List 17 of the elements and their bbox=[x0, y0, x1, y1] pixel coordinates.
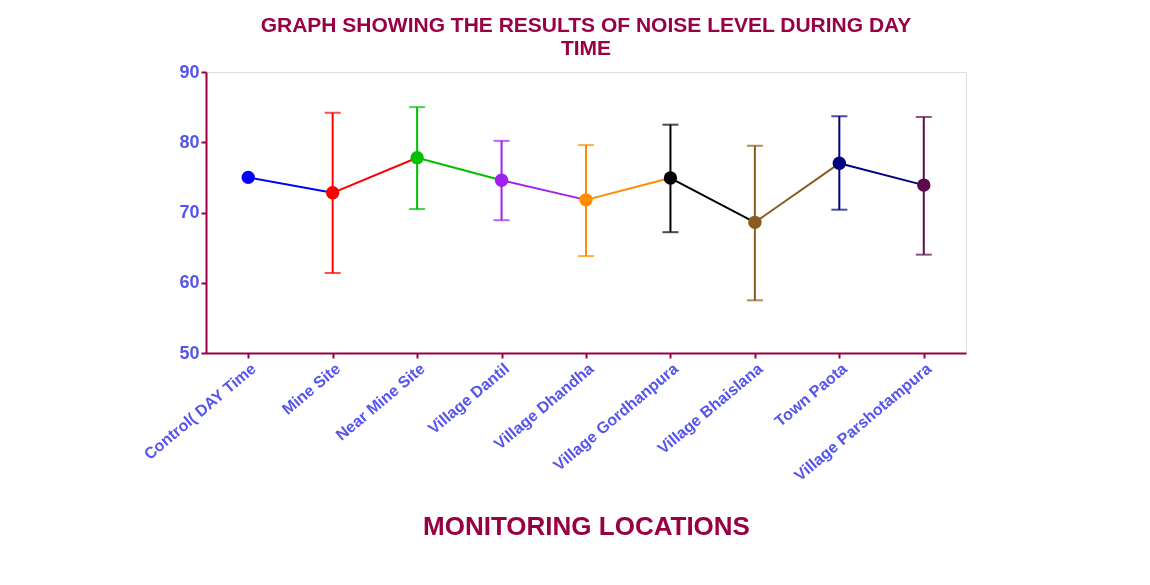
point bbox=[241, 170, 255, 185]
point bbox=[832, 156, 847, 171]
y-tick-label: 60 bbox=[179, 272, 200, 293]
point bbox=[494, 173, 509, 187]
point bbox=[410, 151, 424, 165]
y-tick-label: 90 bbox=[179, 61, 200, 82]
text: TIME bbox=[560, 36, 612, 59]
text: GRAPH SHOWING THE RESULTS OF NOISE LEVEL DURING DAY bbox=[260, 13, 912, 36]
point bbox=[748, 215, 762, 230]
y-tick-label: 50 bbox=[179, 342, 200, 363]
point bbox=[325, 186, 340, 200]
y-tick-label: 80 bbox=[179, 131, 200, 152]
point bbox=[917, 178, 931, 192]
x-axis-title: MONITORING LOCATIONS bbox=[423, 511, 750, 542]
point bbox=[579, 193, 593, 207]
point bbox=[663, 171, 678, 185]
y-tick-label: 70 bbox=[179, 202, 200, 222]
